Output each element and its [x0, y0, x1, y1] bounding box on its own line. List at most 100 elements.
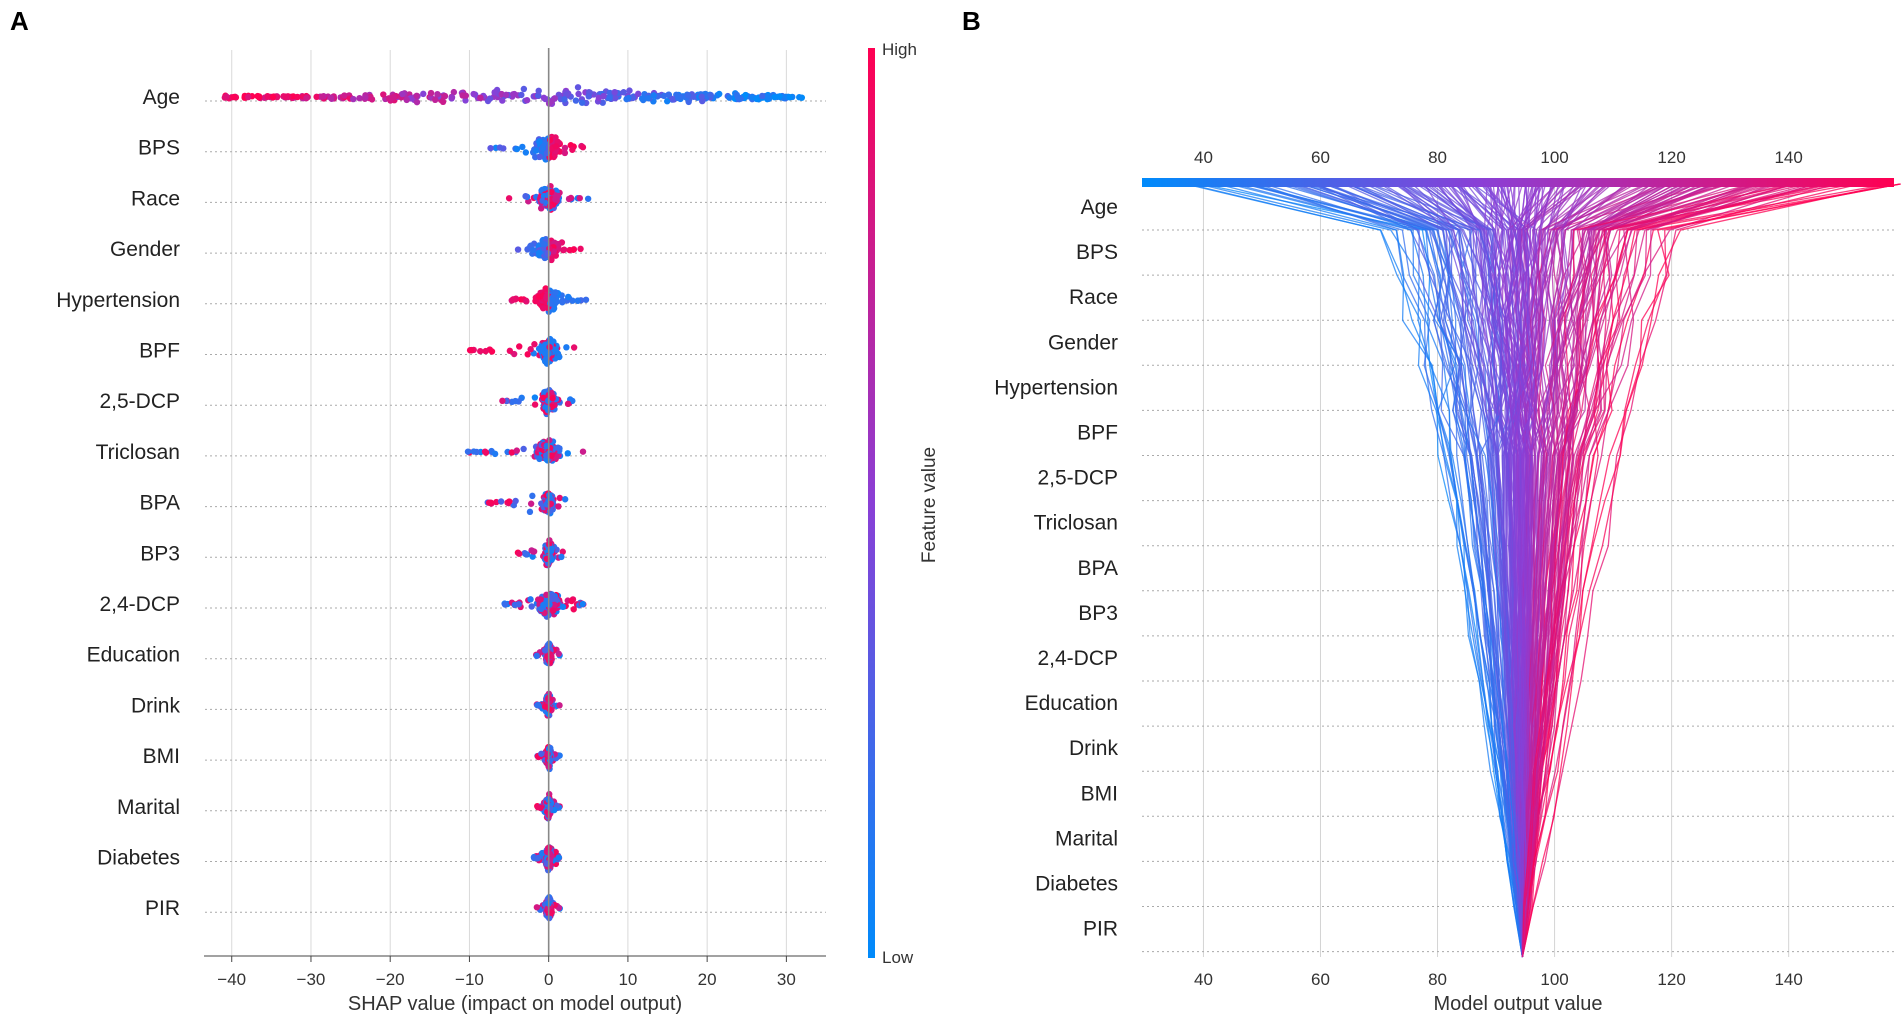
a-shap-point	[441, 92, 449, 100]
a-shap-point	[606, 94, 613, 102]
a-shap-point	[568, 597, 575, 605]
a-shap-point	[413, 92, 420, 100]
b-decision-line	[1521, 183, 1794, 958]
a-feature-label: Drink	[131, 694, 181, 717]
b-decision-line	[1521, 183, 1826, 958]
a-shap-point	[796, 94, 803, 101]
a-shap-point	[497, 498, 505, 505]
a-shap-point	[487, 144, 494, 152]
a-shap-point	[540, 240, 547, 248]
a-shap-point	[786, 94, 793, 101]
a-shap-point	[626, 87, 633, 94]
a-shap-point	[506, 347, 514, 355]
a-shap-point	[575, 90, 582, 98]
b-feature-label: Education	[1025, 692, 1118, 715]
a-tick-label: −40	[217, 970, 246, 989]
a-shap-point	[753, 95, 760, 103]
a-shap-point	[477, 94, 484, 101]
b-feature-label: Marital	[1055, 827, 1118, 850]
a-tick-label: −30	[297, 970, 326, 989]
a-shap-point	[529, 246, 537, 254]
a-shap-point	[574, 84, 582, 91]
a-shap-point	[470, 90, 477, 98]
a-shap-point	[448, 94, 456, 101]
a-shap-point	[221, 94, 229, 101]
a-shap-point	[567, 194, 575, 202]
a-shap-point	[548, 256, 555, 264]
a-shap-point	[558, 553, 565, 561]
a-shap-point	[612, 94, 619, 102]
a-shap-point	[264, 93, 272, 100]
a-shap-point	[523, 298, 530, 305]
b-decision-line	[1521, 183, 1728, 958]
a-shap-point	[516, 550, 523, 557]
b-bottom-tick-label: 140	[1774, 970, 1802, 989]
b-bottom-tick-label: 80	[1428, 970, 1447, 989]
a-shap-point	[554, 444, 562, 451]
a-feature-label: 2,5-DCP	[99, 390, 180, 413]
a-shap-point	[771, 93, 778, 101]
a-shap-point	[515, 601, 522, 608]
a-shap-point	[541, 703, 549, 710]
b-decision-line	[1234, 183, 1524, 958]
b-decision-line	[1521, 183, 1901, 958]
panel-a-x-ticks: −40 −30 −20 −10 0 10 20 30	[217, 956, 796, 989]
a-shap-point	[776, 93, 784, 100]
b-decision-line	[1497, 183, 1529, 958]
a-shap-point	[698, 93, 705, 100]
a-shap-point	[313, 93, 320, 101]
a-shap-point	[462, 97, 469, 104]
a-shap-point	[519, 143, 526, 151]
a-feature-label: BMI	[143, 745, 180, 768]
panel-a-x-axis-title: SHAP value (impact on model output)	[348, 993, 682, 1015]
a-shap-point	[665, 91, 672, 99]
panel-b-output-bar	[1142, 178, 1894, 187]
a-shap-point	[559, 548, 566, 555]
b-decision-line	[1515, 183, 1533, 958]
b-top-tick-label: 80	[1428, 148, 1447, 167]
a-shap-point	[548, 909, 555, 917]
b-decision-line	[1430, 183, 1524, 958]
a-shap-point	[570, 606, 577, 613]
a-shap-point	[450, 88, 458, 96]
a-shap-point	[491, 89, 498, 96]
a-shap-point	[546, 343, 553, 351]
a-shap-point	[527, 596, 534, 603]
a-shap-point	[529, 553, 536, 560]
a-shap-point	[564, 400, 572, 408]
panel-b-y-labels: Age BPS Race Gender Hypertension BPF 2,5-DCP Tr…	[994, 196, 1118, 941]
a-shap-point	[664, 98, 671, 105]
a-shap-point	[546, 850, 554, 857]
a-shap-point	[505, 195, 513, 202]
a-shap-point	[547, 188, 555, 196]
a-shap-point	[742, 91, 749, 99]
a-shap-point	[350, 95, 357, 103]
b-decision-line	[1521, 183, 1900, 958]
a-shap-point	[559, 603, 567, 611]
a-shap-point	[499, 97, 506, 104]
a-shap-point	[544, 653, 551, 660]
b-decision-line	[1380, 183, 1524, 958]
a-shap-point	[541, 350, 549, 357]
a-feature-label: PIR	[145, 897, 180, 920]
a-shap-point	[528, 603, 535, 610]
a-feature-label: Diabetes	[97, 847, 180, 870]
a-shap-point	[356, 94, 363, 102]
b-decision-line	[1263, 183, 1524, 958]
a-shap-point	[427, 89, 435, 97]
a-feature-label: Gender	[110, 238, 180, 261]
b-feature-label: Race	[1069, 286, 1118, 309]
a-shap-point	[537, 596, 545, 603]
a-shap-point	[520, 85, 528, 93]
a-shap-point	[555, 854, 562, 861]
b-decision-line	[1500, 183, 1527, 958]
b-feature-label: BPF	[1077, 422, 1118, 445]
b-feature-label: Diabetes	[1035, 873, 1118, 896]
b-bottom-tick-label: 40	[1194, 970, 1213, 989]
a-shap-point	[548, 545, 556, 553]
a-shap-point	[502, 91, 510, 99]
b-feature-label: BP3	[1078, 602, 1118, 625]
a-shap-point	[522, 149, 530, 156]
a-shap-point	[579, 144, 587, 151]
a-shap-point	[464, 448, 472, 455]
